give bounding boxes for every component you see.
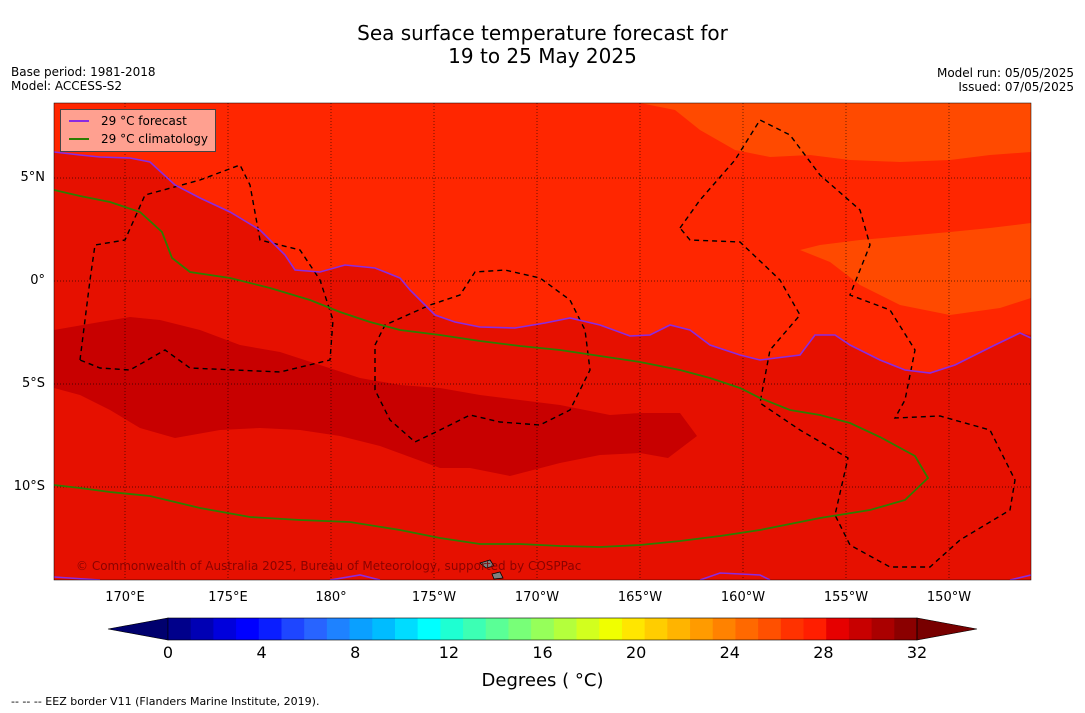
colorbar-swatch [667,618,691,640]
lat-label-5n: 5°N [20,170,46,185]
colorbar-swatch [826,618,850,640]
colorbar-tick-label: 12 [438,643,460,662]
colorbar-swatch [394,618,419,640]
colorbar-swatch [281,618,305,640]
colorbar-swatch [735,618,759,640]
issued-date: Issued: 07/05/2025 [958,80,1074,94]
colorbar-swatch [712,618,736,640]
colorbar-swatch [848,618,873,640]
colorbar-tick-label: 0 [162,643,174,662]
eez-border-phoenix [374,269,591,443]
colorbar-swatch [894,618,918,640]
colorbar-tick-label: 8 [350,643,361,662]
colorbar-swatch [463,618,487,640]
lon-label: 160°W [720,590,766,605]
footer-note: -- -- -- EEZ border V11 (Flanders Marine… [11,695,320,708]
colorbar [107,617,978,641]
island-funafuti [479,559,495,569]
sst-cool-band [54,317,697,476]
title-line-2: 19 to 25 May 2025 [448,44,637,68]
colorbar-swatch [190,618,214,640]
graticule [54,103,1031,580]
legend-climatology: 29 °C climatology [69,131,208,147]
colorbar-swatch [758,618,782,640]
map-frame [53,102,1032,581]
lon-label: 170°E [105,590,145,605]
colorbar-frame [167,617,918,641]
colorbar-swatch [690,618,714,640]
colorbar-tick-label: 24 [719,643,740,662]
contour-29c-forecast-south [54,572,1031,580]
colorbar-swatch [258,618,282,640]
lon-label: 165°W [617,590,663,605]
sst-warmest-northeast [640,103,1031,162]
colorbar-swatch [871,618,895,640]
lat-label-10s: 10°S [13,479,45,494]
sst-warm-north [54,103,1031,373]
eez-border-tuvalu-kiribati [79,164,334,373]
colorbar-swatch [576,618,600,640]
colorbar-under-extension [107,617,169,641]
title-line-1: Sea surface temperature forecast for [357,21,728,45]
colorbar-over-extension [916,617,978,641]
colorbar-swatch [780,618,804,640]
legend-climatology-swatch [69,138,89,140]
colorbar-swatch [644,618,668,640]
model-run: Model run: 05/05/2025 [936,66,1074,80]
legend-forecast-swatch [69,120,89,122]
colorbar-swatch [621,618,646,640]
colorbar-tick-label: 16 [532,643,553,662]
colorbar-tick-label: 4 [256,643,267,662]
colorbar-swatch [417,618,441,640]
sst-warm-tongue [800,223,1031,315]
colorbar-swatch [349,618,373,640]
island-speck [491,571,504,580]
lon-label: 180° [315,590,347,605]
copyright-notice: © Commonwealth of Australia 2025, Bureau… [76,559,582,573]
colorbar-swatch [531,618,555,640]
lat-label-0: 0° [30,273,45,288]
eez-border-line-islands [679,119,1016,568]
colorbar-tick-label: 20 [625,643,647,662]
colorbar-swatch [304,618,328,640]
eez-borders [79,119,1016,568]
model-name: Model: ACCESS-S2 [11,79,123,93]
lon-label: 150°W [926,590,972,605]
legend-forecast-label: 29 °C forecast [101,114,187,128]
colorbar-swatch [213,618,237,640]
colorbar-swatch [553,618,577,640]
contour-29c-climatology-north [54,189,930,548]
meta-left: Base period: 1981-2018 Model: ACCESS-S2 [11,65,156,93]
colorbar-swatch [508,618,532,640]
colorbar-swatch [485,618,509,640]
colorbar-swatch [803,618,827,640]
base-period: Base period: 1981-2018 [11,65,156,79]
colorbar-swatch [599,618,623,640]
meta-right: Model run: 05/05/2025 Issued: 07/05/2025 [937,66,1074,94]
legend-climatology-label: 29 °C climatology [101,132,209,146]
map-legend: 29 °C forecast 29 °C climatology [60,109,216,152]
lon-label: 175°W [411,590,457,605]
lon-label: 175°E [208,590,248,605]
colorbar-tick-label: 28 [813,643,834,662]
lon-label: 155°W [823,590,869,605]
colorbar-label: Degrees ( °C) [481,670,604,691]
colorbar-tick-label: 32 [906,643,928,662]
colorbar-swatch [326,618,350,640]
contour-29c-forecast [54,151,1031,374]
legend-forecast: 29 °C forecast [69,113,187,129]
colorbar-swatch [440,618,464,640]
colorbar-swatch [236,618,260,640]
lon-label: 170°W [514,590,560,605]
colorbar-swatch [372,618,396,640]
lat-label-5s: 5°S [21,376,45,391]
colorbar-swatch [168,618,192,640]
